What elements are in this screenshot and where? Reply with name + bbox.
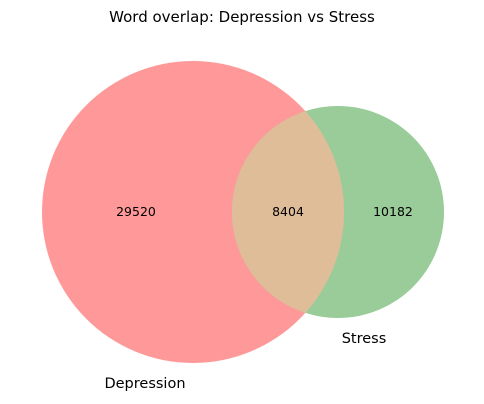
depression-set-label: Depression [104,376,185,392]
stress-only-count: 10182 [373,204,413,219]
depression-only-count: 29520 [116,204,156,219]
chart-title: Word overlap: Depression vs Stress [109,8,375,26]
overlap-region [232,106,344,318]
overlap-count: 8404 [272,204,304,219]
stress-set-label: Stress [342,331,387,347]
